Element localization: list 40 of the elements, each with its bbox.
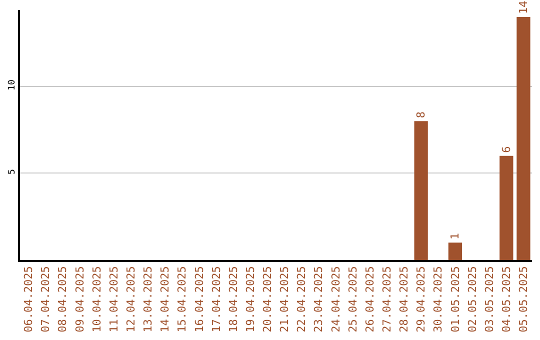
x-tick-label: 18.04.2025 <box>226 266 240 332</box>
x-tick-label: 14.04.2025 <box>158 266 172 332</box>
x-tick-label: 10.04.2025 <box>90 266 104 332</box>
x-tick-label: 16.04.2025 <box>192 266 206 332</box>
x-tick-label: 22.04.2025 <box>295 266 308 332</box>
x-tick-label: 19.04.2025 <box>244 266 257 332</box>
x-tick-label: 23.04.2025 <box>312 266 326 332</box>
data-label: 14 <box>516 0 530 14</box>
x-tick-label: 24.04.2025 <box>329 266 342 332</box>
x-tick-label: 25.04.2025 <box>346 266 360 332</box>
y-tick-label: 10 <box>8 80 18 90</box>
data-label: 6 <box>500 146 513 153</box>
x-tick-label: 15.04.2025 <box>176 266 189 332</box>
x-tick-label: 21.04.2025 <box>278 266 292 332</box>
x-tick-label: 20.04.2025 <box>261 266 274 332</box>
bar <box>448 242 462 260</box>
x-tick-label: 26.04.2025 <box>363 266 376 332</box>
x-tick-label: 05.05.2025 <box>517 266 530 332</box>
y-tick-label: 5 <box>8 169 18 175</box>
x-tick-label: 08.04.2025 <box>56 266 70 332</box>
bar <box>414 121 428 260</box>
x-tick-label: 17.04.2025 <box>210 266 223 332</box>
x-tick-label: 09.04.2025 <box>73 266 86 332</box>
x-tick-label: 02.05.2025 <box>466 266 479 332</box>
x-tick-label: 30.04.2025 <box>432 266 445 332</box>
x-tick-label: 11.04.2025 <box>107 266 120 332</box>
x-tick-label: 04.05.2025 <box>500 266 513 332</box>
x-tick-label: 28.04.2025 <box>398 266 411 332</box>
x-tick-label: 07.04.2025 <box>39 266 52 332</box>
x-tick-label: 03.05.2025 <box>482 266 496 332</box>
x-tick-label: 06.04.2025 <box>22 266 36 332</box>
x-tick-label: 27.04.2025 <box>380 266 394 332</box>
x-tick-label: 01.05.2025 <box>448 266 462 332</box>
x-tick-label: 12.04.2025 <box>124 266 138 332</box>
bar <box>516 16 530 260</box>
data-label: 1 <box>448 233 462 240</box>
x-tick-label: 29.04.2025 <box>414 266 428 332</box>
data-label: 8 <box>414 111 428 118</box>
x-tick-label: 13.04.2025 <box>142 266 155 332</box>
bar <box>500 156 514 260</box>
